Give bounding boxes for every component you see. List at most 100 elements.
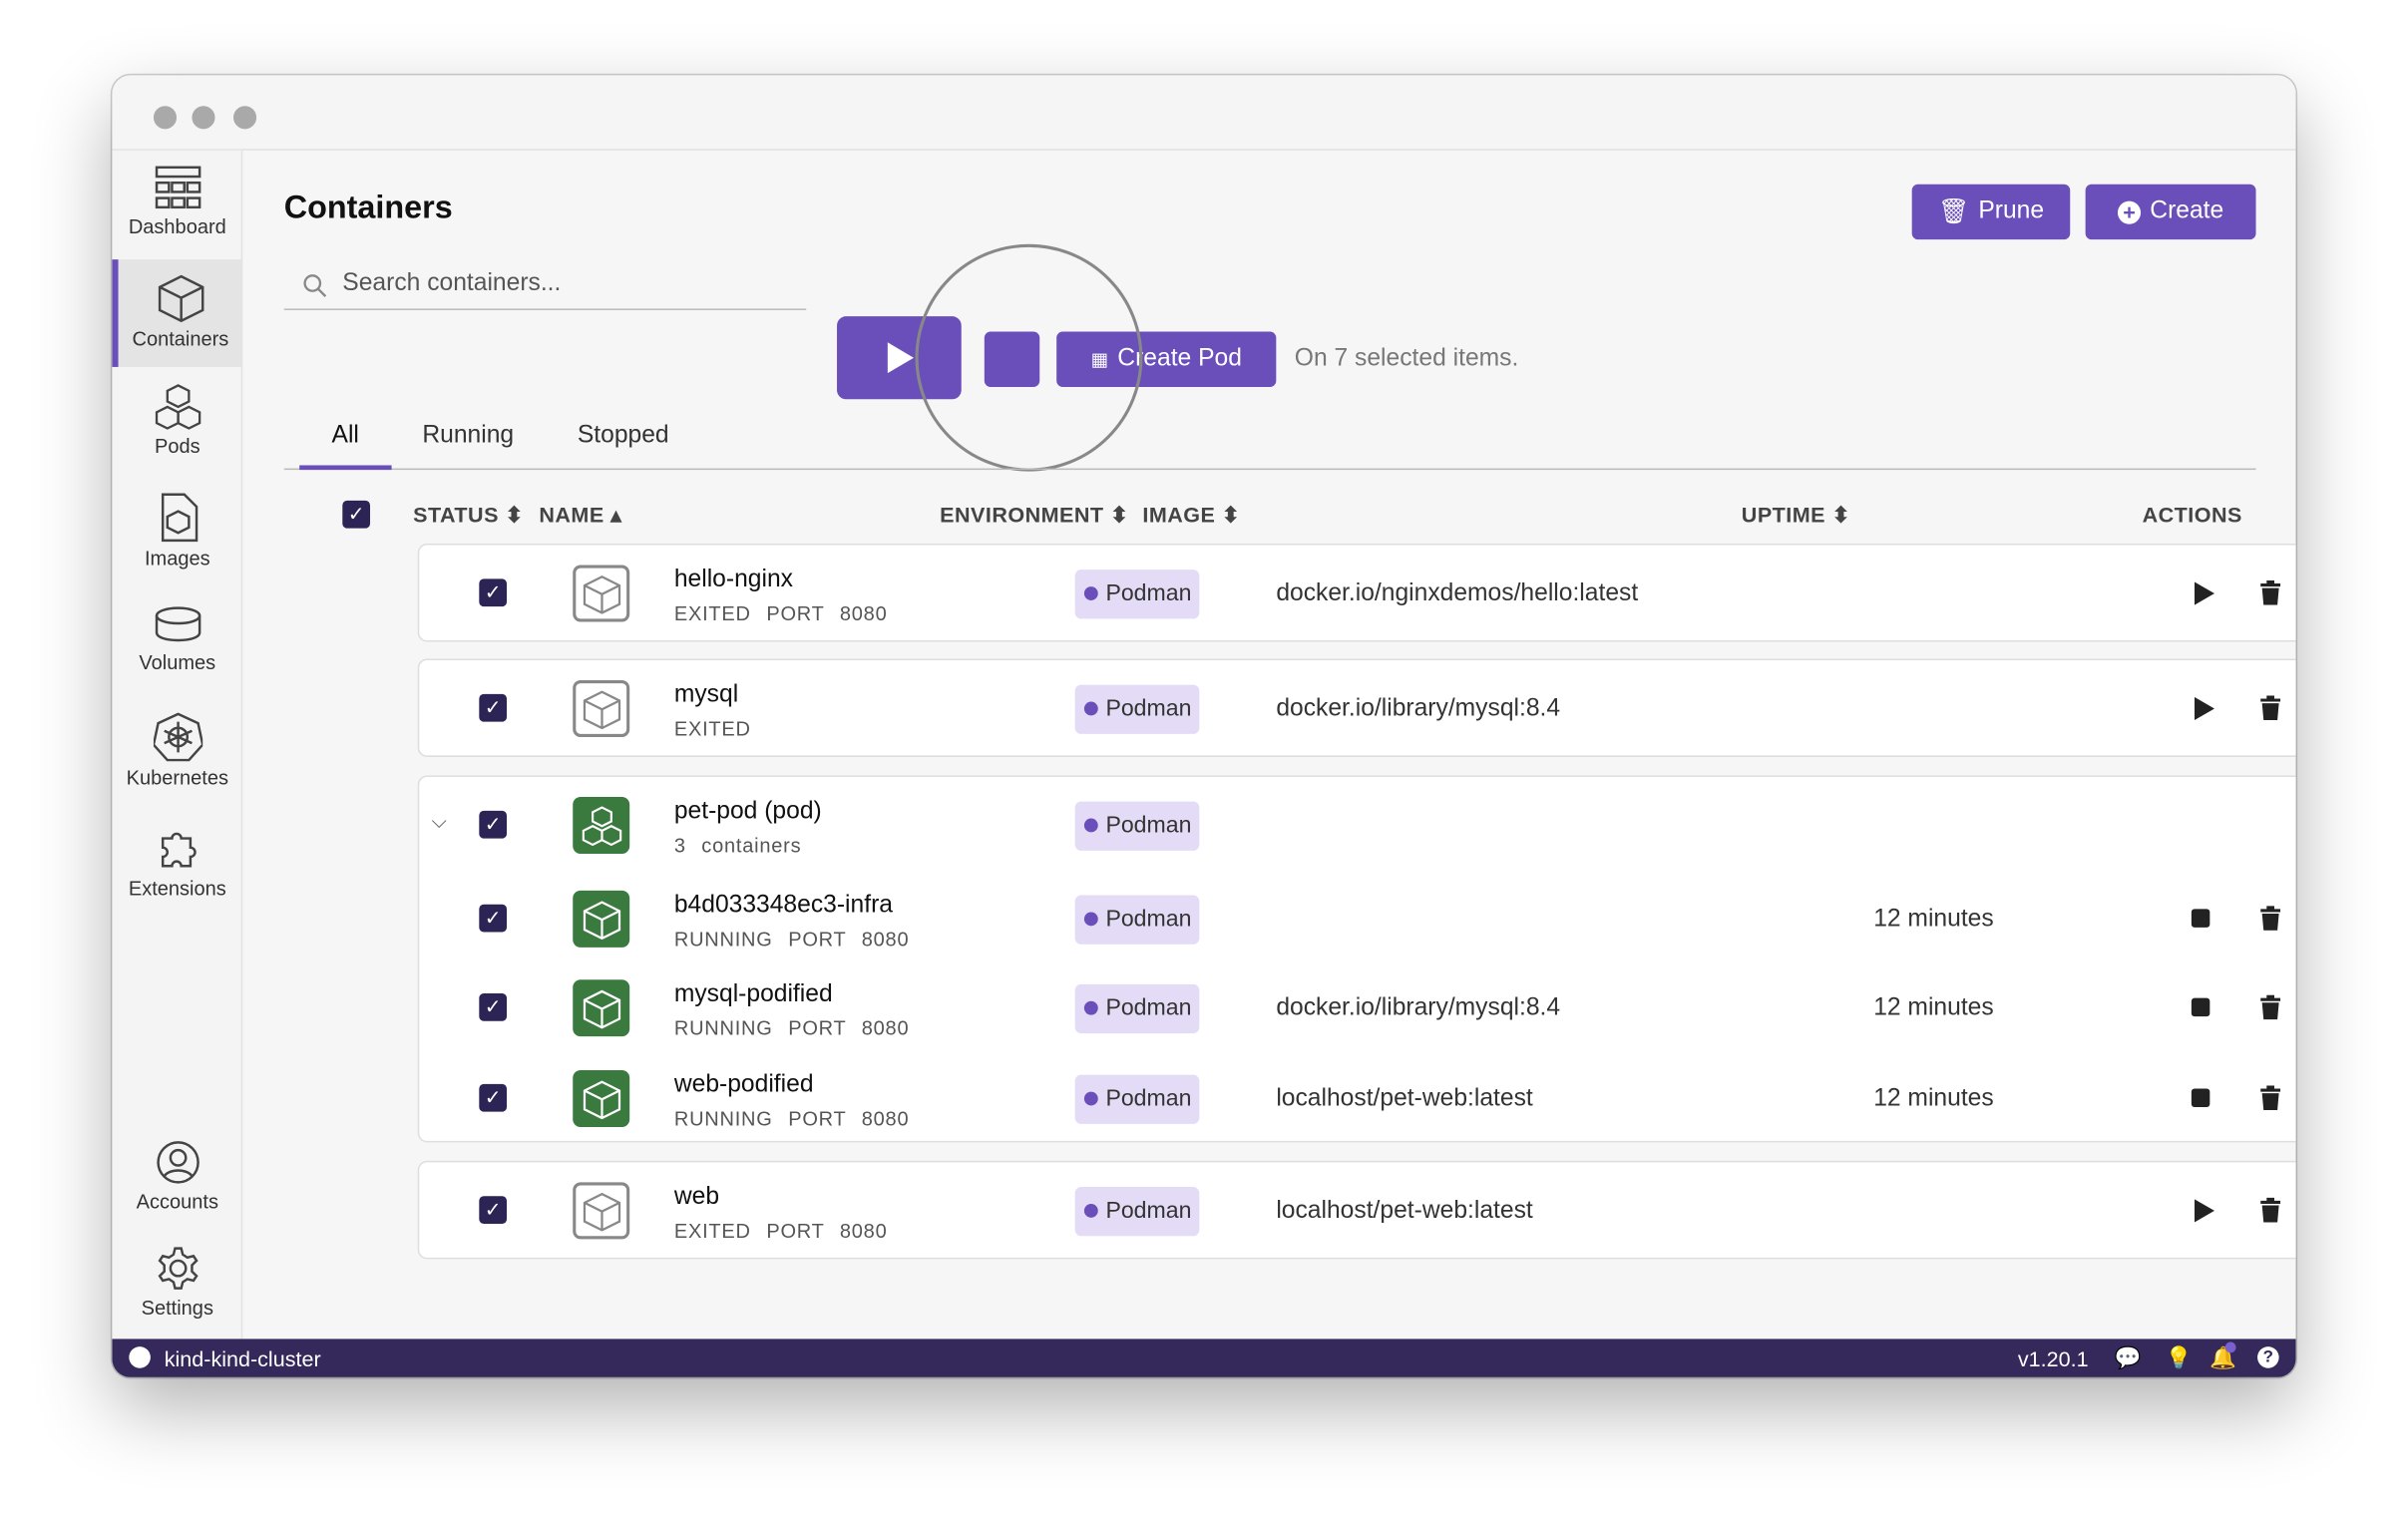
search-placeholder: Search containers...: [342, 269, 562, 297]
column-environment[interactable]: ENVIRONMENT ⬍: [940, 502, 1129, 528]
delete-button[interactable]: [2257, 578, 2282, 606]
column-label: NAME: [539, 502, 604, 528]
container-card: ✓ web EXITED PORT 8080 Podman localhost/pet-…: [417, 1160, 2296, 1260]
tips-icon[interactable]: 💡: [2165, 1344, 2193, 1370]
container-row[interactable]: ✓ web-podified RUNNING PORT 8080 Podman loca…: [419, 1052, 2295, 1144]
prune-button[interactable]: 🗑 Prune: [1911, 184, 2071, 240]
version-label[interactable]: v1.20.1: [2017, 1346, 2089, 1371]
container-name[interactable]: b4d033348ec3-infra: [673, 892, 893, 919]
create-button[interactable]: + Create: [2085, 184, 2256, 240]
state-label: RUNNING: [673, 927, 773, 951]
container-state: EXITED: [674, 717, 751, 740]
sidebar-item-label: Containers: [132, 326, 229, 351]
container-status-icon: [573, 979, 630, 1037]
sidebar: Dashboard Containers Pods Images Volumes…: [112, 150, 243, 1339]
plus-circle-icon: +: [2117, 199, 2142, 223]
sidebar-item-volumes[interactable]: Volumes: [112, 589, 242, 697]
sidebar-item-kubernetes[interactable]: Kubernetes: [112, 698, 242, 806]
container-row[interactable]: ✓ b4d033348ec3-infra RUNNING PORT 8080 Podm…: [419, 872, 2295, 963]
sidebar-item-extensions[interactable]: Extensions: [112, 809, 242, 917]
trash-icon: [2259, 906, 2280, 931]
column-image[interactable]: IMAGE ⬍: [1142, 502, 1241, 528]
column-uptime[interactable]: UPTIME ⬍: [1741, 502, 1851, 528]
start-button[interactable]: [2192, 578, 2216, 606]
sidebar-item-settings[interactable]: Settings: [112, 1232, 242, 1339]
port-label: PORT 8080: [788, 1016, 910, 1040]
container-status-icon: [573, 1070, 630, 1127]
environment-badge: Podman: [1074, 801, 1200, 851]
port-label: PORT 8080: [788, 927, 910, 951]
port-label: PORT 8080: [766, 1219, 888, 1243]
cluster-context[interactable]: kind-kind-cluster: [164, 1346, 321, 1371]
sidebar-item-images[interactable]: Images: [112, 479, 242, 586]
container-card: ✓ mysql EXITED Podman docker.io/library/mys…: [417, 658, 2296, 757]
minimize-window-button[interactable]: [192, 106, 215, 130]
row-checkbox[interactable]: ✓: [479, 810, 508, 839]
container-name[interactable]: mysql: [673, 681, 739, 708]
sidebar-item-label: Dashboard: [128, 214, 226, 238]
container-name[interactable]: mysql-podified: [673, 980, 833, 1007]
environment-badge: Podman: [1074, 1187, 1200, 1237]
row-checkbox[interactable]: ✓: [479, 693, 508, 722]
container-icon: [158, 274, 203, 323]
container-name[interactable]: web: [673, 1183, 720, 1211]
sidebar-item-containers[interactable]: Containers: [112, 259, 243, 367]
column-name[interactable]: NAME ▴: [539, 502, 622, 528]
start-button[interactable]: [2192, 694, 2216, 722]
page-title: Containers: [283, 190, 453, 226]
row-checkbox[interactable]: ✓: [479, 578, 508, 607]
row-checkbox[interactable]: ✓: [479, 904, 508, 933]
sidebar-item-label: Images: [144, 547, 210, 571]
app-window: Dashboard Containers Pods Images Volumes…: [112, 75, 2296, 1377]
row-checkbox[interactable]: ✓: [479, 993, 508, 1021]
chevron-down-icon[interactable]: ⌵: [431, 809, 447, 833]
stop-button[interactable]: [2189, 905, 2213, 933]
tab-all[interactable]: All: [299, 422, 392, 471]
start-button[interactable]: [2192, 1196, 2216, 1224]
delete-button[interactable]: [2257, 1084, 2282, 1112]
sidebar-item-accounts[interactable]: Accounts: [112, 1125, 242, 1233]
stop-button[interactable]: [2189, 1084, 2213, 1112]
feedback-icon[interactable]: 💬: [2114, 1344, 2142, 1370]
notification-dot: [2224, 1341, 2236, 1353]
container-row[interactable]: ✓ mysql EXITED Podman docker.io/library/mys…: [419, 662, 2295, 754]
sidebar-item-dashboard[interactable]: Dashboard: [112, 151, 242, 258]
delete-button[interactable]: [2257, 1196, 2282, 1224]
container-status-icon: [573, 890, 630, 948]
delete-button[interactable]: [2257, 993, 2282, 1021]
column-label: STATUS: [413, 502, 499, 528]
container-row[interactable]: ✓ hello-nginx EXITED PORT 8080 Podman docker…: [419, 547, 2295, 638]
tabs: All Running Stopped: [283, 404, 2256, 471]
search-input[interactable]: Search containers...: [283, 258, 807, 310]
column-status[interactable]: STATUS ⬍: [413, 502, 524, 528]
sidebar-item-pods[interactable]: Pods: [112, 370, 242, 478]
environment-badge: Podman: [1074, 983, 1200, 1034]
delete-button[interactable]: [2257, 694, 2282, 722]
row-checkbox[interactable]: ✓: [479, 1083, 508, 1112]
zoom-window-button[interactable]: [233, 106, 257, 130]
container-row[interactable]: ✓ mysql-podified RUNNING PORT 8080 Podman do…: [419, 961, 2295, 1053]
container-row[interactable]: ✓ web EXITED PORT 8080 Podman localhost/pet-…: [419, 1164, 2295, 1256]
environment-badge: Podman: [1074, 1074, 1200, 1124]
stop-button[interactable]: [2189, 993, 2213, 1021]
kubernetes-icon: [129, 1346, 151, 1368]
dashboard-icon: [155, 166, 201, 209]
stop-icon: [2191, 1088, 2210, 1107]
search-icon: [303, 274, 327, 297]
selection-info: On 7 selected items.: [1294, 345, 1519, 372]
tab-stopped[interactable]: Stopped: [577, 422, 669, 449]
image-name: docker.io/library/mysql:8.4: [1276, 695, 1561, 722]
help-icon[interactable]: ?: [2257, 1346, 2279, 1368]
select-all-checkbox[interactable]: ✓: [342, 500, 371, 529]
container-name[interactable]: hello-nginx: [673, 567, 793, 593]
container-name[interactable]: web-podified: [673, 1071, 814, 1098]
main-content: Containers 🗑 Prune + Create Search contain…: [244, 151, 2296, 1339]
pod-row[interactable]: ✓ pet-pod (pod) 3 containers Podman ⌵: [419, 779, 2295, 871]
close-window-button[interactable]: [153, 106, 178, 130]
images-icon: [161, 493, 198, 543]
tab-running[interactable]: Running: [422, 422, 515, 449]
container-name[interactable]: pet-pod (pod): [673, 798, 822, 825]
row-checkbox[interactable]: ✓: [479, 1196, 508, 1224]
play-icon: [2194, 696, 2214, 720]
delete-button[interactable]: [2257, 905, 2282, 933]
